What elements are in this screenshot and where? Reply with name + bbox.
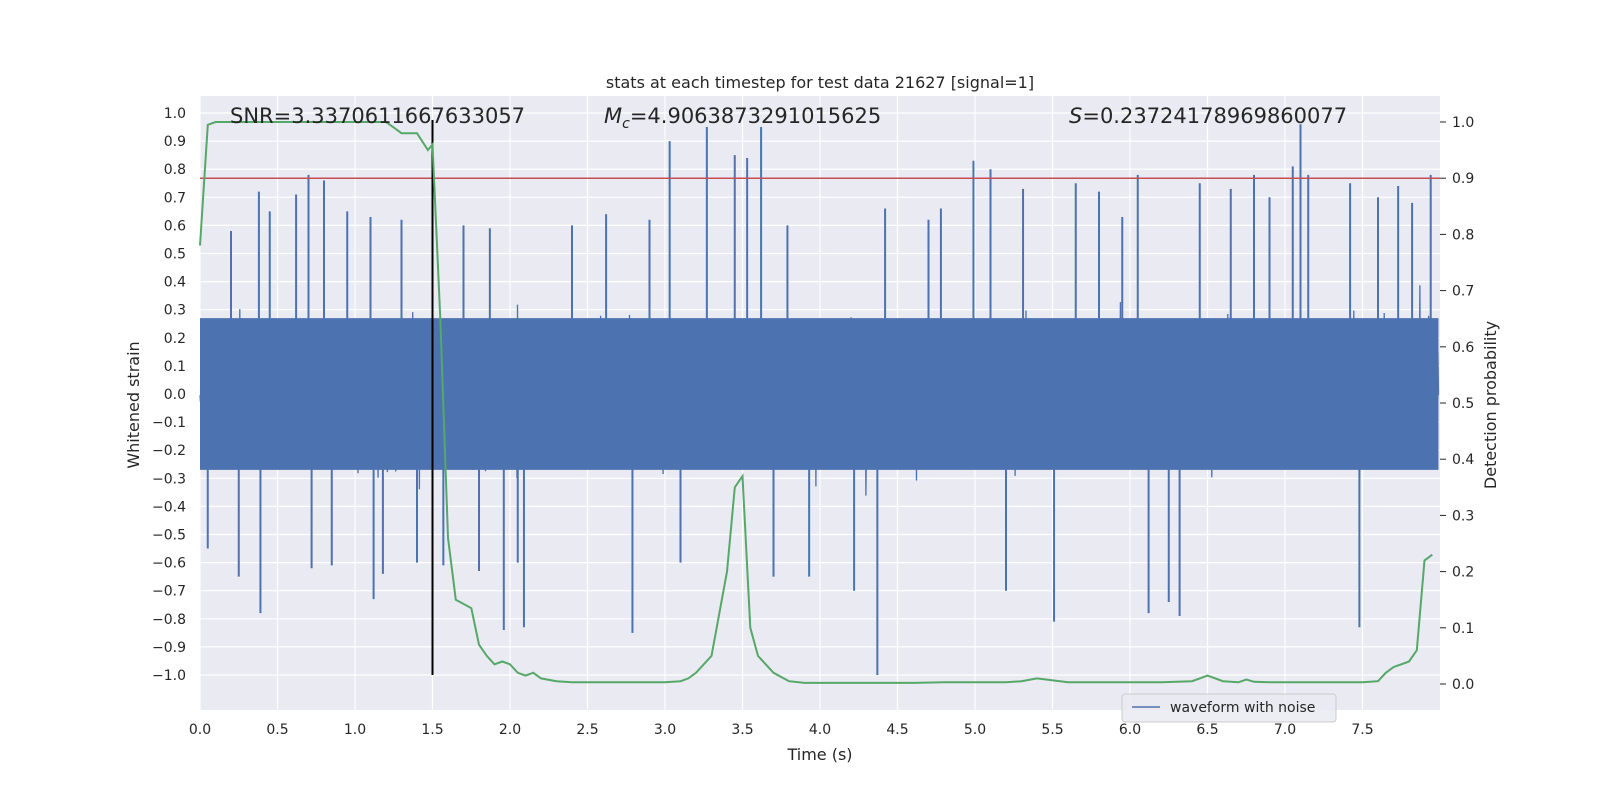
- chirp-mass-value: =4.9063873291015625: [630, 104, 881, 128]
- legend-entry-waveform: waveform with noise: [1170, 700, 1315, 716]
- detection-probability-line: [199, 121, 1433, 684]
- x-tick-label: 1.0: [344, 722, 366, 738]
- y-tick-label: 0.8: [164, 162, 186, 178]
- x-tick-label: 0.5: [266, 722, 288, 738]
- x-tick-label: 5.5: [1041, 722, 1063, 738]
- y2-tick-label: 0.8: [1452, 227, 1474, 243]
- y-tick-label: 0.6: [164, 218, 186, 234]
- y-tick-label: 1.0: [164, 106, 186, 122]
- x-tick-label: 4.0: [809, 722, 831, 738]
- x-tick-label: 6.5: [1196, 722, 1218, 738]
- y-tick-label: −0.5: [152, 528, 186, 544]
- y2-tick-label: 0.9: [1452, 171, 1474, 187]
- x-tick-label: 2.5: [576, 722, 598, 738]
- x-tick-label: 6.0: [1119, 722, 1141, 738]
- x-axis-label: Time (s): [786, 745, 852, 764]
- s-annotation: S=0.23724178969860077: [1069, 104, 1347, 128]
- x-tick-label: 0.0: [189, 722, 211, 738]
- detection-probability-series: [199, 121, 1433, 684]
- y2-tick-label: 0.1: [1452, 621, 1474, 637]
- x-tick-label: 7.5: [1351, 722, 1373, 738]
- y-tick-label: −0.2: [152, 443, 186, 459]
- x-tick-label: 3.0: [654, 722, 676, 738]
- s-value: =0.23724178969860077: [1082, 104, 1347, 128]
- chart-title: stats at each timestep for test data 216…: [606, 73, 1034, 92]
- y-tick-label: 0.9: [164, 134, 186, 150]
- x-tick-label: 3.5: [731, 722, 753, 738]
- y2-tick-label: 0.4: [1452, 452, 1474, 468]
- x-tick-label: 7.0: [1274, 722, 1296, 738]
- waveform-core-band: [200, 318, 1439, 470]
- waveform-with-noise-series: [199, 124, 1440, 675]
- x-tick-label: 1.5: [421, 722, 443, 738]
- legend: waveform with noise: [1121, 693, 1337, 723]
- y2-tick-label: 1.0: [1452, 115, 1474, 131]
- y2-axis-label: Detection probability: [1481, 321, 1500, 489]
- chirp-mass-symbol: M: [604, 104, 622, 128]
- y-tick-label: −0.3: [152, 471, 186, 487]
- y-tick-label: −1.0: [152, 668, 186, 684]
- x-tick-labels: 0.0 0.5 1.0 1.5 2.0 2.5 3.0 3.5 4.0 4.5 5.0 5.5 6.0 6…: [189, 722, 1374, 738]
- y2-tick-labels: 1.0 0.9 0.8 0.7 0.6 0.5 0.4 0.3 0.2 0.1 0.0: [1440, 115, 1474, 693]
- x-tick-label: 2.0: [499, 722, 521, 738]
- chirp-mass-subscript: c: [622, 116, 630, 132]
- x-tick-label: 5.0: [964, 722, 986, 738]
- y-tick-label: −0.9: [152, 640, 186, 656]
- y-tick-label: −0.6: [152, 556, 186, 572]
- y-tick-label: 0.0: [164, 387, 186, 403]
- y-axis-label: Whitened strain: [124, 341, 143, 468]
- x-tick-label: 4.5: [886, 722, 908, 738]
- y-tick-label: 0.1: [164, 359, 186, 375]
- y2-tick-label: 0.7: [1452, 284, 1474, 300]
- y2-tick-label: 0.2: [1452, 565, 1474, 581]
- y2-tick-label: 0.5: [1452, 396, 1474, 412]
- y-tick-label: −0.7: [152, 584, 186, 600]
- y-tick-label: 0.3: [164, 303, 186, 319]
- legend-box: [1121, 693, 1337, 723]
- y-tick-label: 0.5: [164, 247, 186, 263]
- y2-tick-label: 0.3: [1452, 508, 1474, 524]
- y-tick-label: 0.4: [164, 275, 186, 291]
- s-symbol: S: [1069, 104, 1082, 128]
- y-tick-label: −0.8: [152, 612, 186, 628]
- y-tick-label: 0.2: [164, 331, 186, 347]
- y2-tick-label: 0.0: [1452, 677, 1474, 693]
- chirp-mass-annotation: Mc=4.9063873291015625: [604, 104, 881, 132]
- y-tick-label: −0.1: [152, 415, 186, 431]
- y-tick-label: 0.7: [164, 190, 186, 206]
- y2-tick-label: 0.6: [1452, 340, 1474, 356]
- snr-annotation: SNR=3.3370611667633057: [230, 104, 525, 128]
- y-tick-label: −0.4: [152, 499, 186, 515]
- y-tick-labels: 1.0 0.9 0.8 0.7 0.6 0.5 0.4 0.3 0.2 0.1 0.0 −0.1 −0.…: [152, 106, 186, 684]
